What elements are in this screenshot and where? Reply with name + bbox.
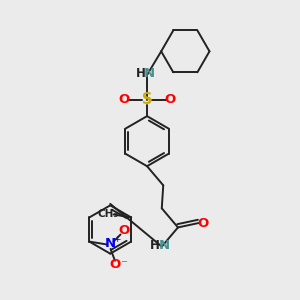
Text: O: O: [119, 93, 130, 106]
Text: +: +: [113, 235, 121, 244]
Text: N: N: [105, 237, 116, 250]
Text: O: O: [109, 258, 121, 271]
Text: ⁻: ⁻: [120, 258, 127, 271]
Text: O: O: [164, 93, 176, 106]
Text: N: N: [158, 238, 169, 252]
Text: O: O: [118, 224, 130, 238]
Text: S: S: [142, 92, 152, 107]
Text: N: N: [144, 67, 155, 80]
Text: H: H: [150, 238, 160, 252]
Text: H: H: [136, 67, 146, 80]
Text: CH₃: CH₃: [98, 209, 119, 220]
Text: O: O: [198, 217, 209, 230]
